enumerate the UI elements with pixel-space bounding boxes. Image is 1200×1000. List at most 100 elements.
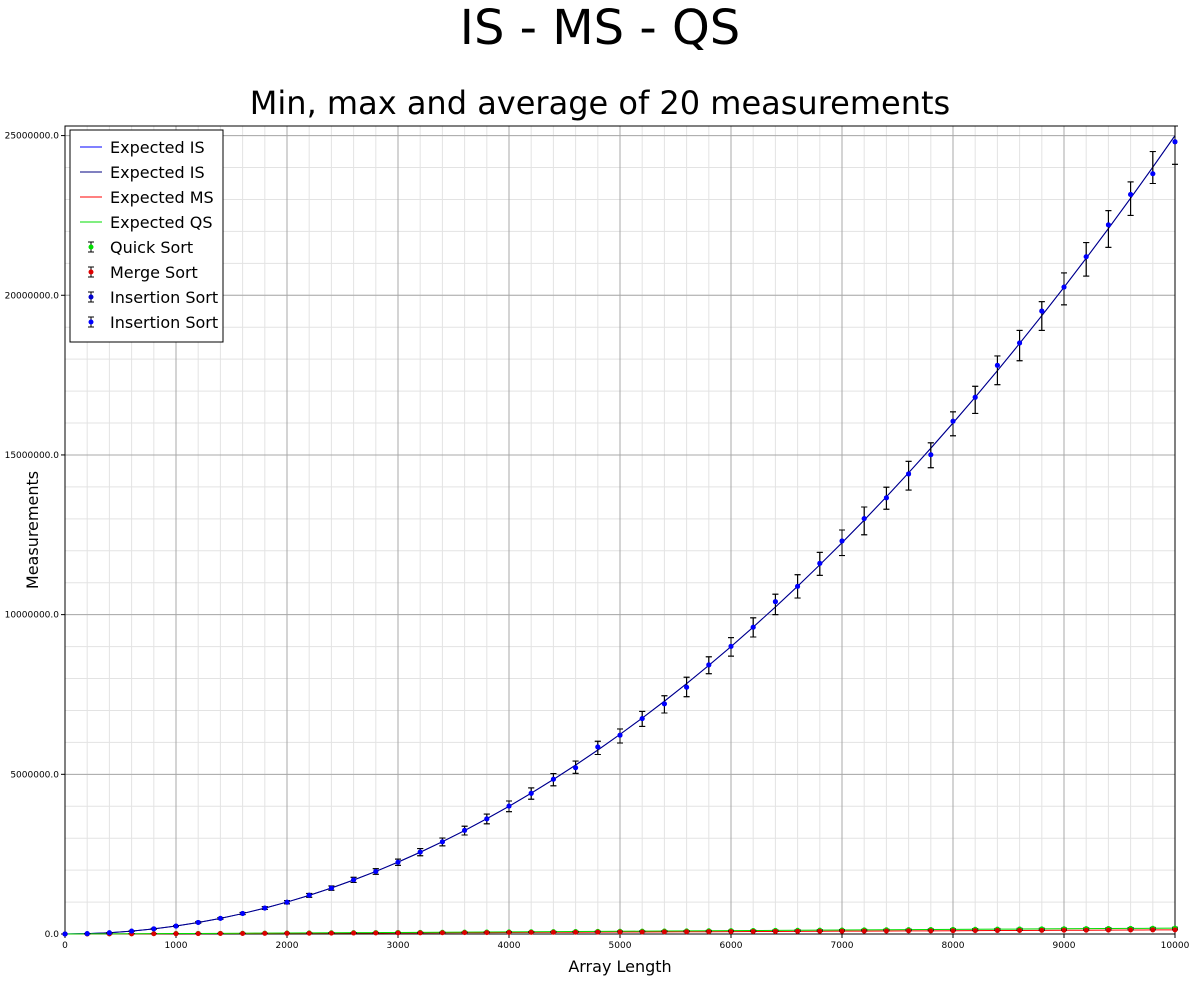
merge-sort-point <box>284 930 290 936</box>
insertion-sort-point <box>883 495 889 501</box>
merge-sort-point <box>617 929 623 935</box>
merge-sort-point <box>351 930 357 936</box>
insertion-sort-point <box>728 643 734 649</box>
legend-marker-quick-sort <box>88 244 94 250</box>
legend-marker-merge-sort <box>88 269 94 275</box>
merge-sort-point <box>883 928 889 934</box>
insertion-sort-point <box>373 868 379 874</box>
merge-sort-point <box>262 930 268 936</box>
insertion-sort-point <box>1172 139 1178 145</box>
merge-sort-point <box>772 928 778 934</box>
legend-label-expected-qs: Expected QS <box>110 213 212 232</box>
merge-sort-point <box>706 929 712 935</box>
insertion-sort-point <box>1128 192 1134 198</box>
merge-sort-point <box>217 931 223 937</box>
chart-subtitle: Min, max and average of 20 measurements <box>250 84 950 122</box>
insertion-sort-point <box>217 915 223 921</box>
y-tick-label: 0.0 <box>45 930 60 940</box>
merge-sort-point <box>417 930 423 936</box>
y-axis-label: Measurements <box>23 471 42 589</box>
measurement-series <box>62 125 1178 937</box>
merge-sort-point <box>817 928 823 934</box>
legend-label-quick-sort: Quick Sort <box>110 238 193 257</box>
insertion-sort-point <box>395 859 401 865</box>
x-tick-label: 1000 <box>165 941 188 951</box>
legend-box <box>69 129 224 343</box>
insertion-sort-point <box>84 931 90 937</box>
merge-sort-point <box>639 929 645 935</box>
y-tick-label: 15000000.0 <box>5 451 60 461</box>
insertion-sort-point <box>639 716 645 722</box>
insertion-sort-point <box>195 919 201 925</box>
merge-sort-point <box>528 929 534 935</box>
merge-sort-point <box>750 929 756 935</box>
merge-sort-point <box>439 930 445 936</box>
legend-label-expected-is: Expected IS <box>110 138 205 157</box>
merge-sort-point <box>462 930 468 936</box>
insertion-sort-point <box>262 905 268 911</box>
insertion-sort-point <box>772 599 778 605</box>
merge-sort-point <box>1083 927 1089 933</box>
y-tick-label: 5000000.0 <box>10 770 59 780</box>
insertion-sort-point <box>462 827 468 833</box>
insertion-sort-point <box>861 516 867 522</box>
insertion-sort-point <box>484 816 490 822</box>
merge-sort-point <box>994 928 1000 934</box>
merge-sort-point <box>795 928 801 934</box>
legend: Expected IS Expected IS Expected MS Expecte… <box>69 129 224 343</box>
insertion-sort-point <box>506 803 512 809</box>
legend-label-expected-is: Expected IS <box>110 163 205 182</box>
x-tick-label: 9000 <box>1053 941 1076 951</box>
insertion-sort-point <box>1105 222 1111 228</box>
insertion-sort-point <box>62 931 68 937</box>
major-grid <box>64 126 1176 935</box>
insertion-sort-point <box>328 885 334 891</box>
insertion-sort-point <box>994 362 1000 368</box>
chart-title: IS - MS - QS <box>460 0 740 56</box>
merge-sort-point <box>573 929 579 935</box>
merge-sort-point <box>684 929 690 935</box>
merge-sort-point <box>861 928 867 934</box>
insertion-sort-point <box>906 471 912 477</box>
insertion-sort-point <box>1061 284 1067 290</box>
insertion-sort-point <box>595 744 601 750</box>
merge-sort-point <box>373 930 379 936</box>
merge-sort-point <box>173 931 179 937</box>
insertion-sort-point <box>284 899 290 905</box>
merge-sort-point <box>595 929 601 935</box>
insertion-sort-point <box>573 765 579 771</box>
y-tick-label: 20000000.0 <box>5 291 60 301</box>
insertion-sort-point <box>795 583 801 589</box>
merge-sort-point <box>240 930 246 936</box>
x-axis-ticks: 0 1000 2000 3000 4000 5000 6000 7000 8000 9000 100… <box>62 934 1190 951</box>
merge-sort-point <box>839 928 845 934</box>
insertion-sort-point <box>129 928 135 934</box>
merge-sort-point <box>506 929 512 935</box>
legend-marker-insertion-sort <box>88 294 94 300</box>
insertion-sort-point <box>351 877 357 883</box>
merge-sort-point <box>328 930 334 936</box>
x-tick-label: 5000 <box>609 941 632 951</box>
series-insertion-sort <box>62 125 1178 937</box>
merge-sort-point <box>306 930 312 936</box>
insertion-sort-point <box>684 684 690 690</box>
x-tick-label: 2000 <box>276 941 299 951</box>
merge-sort-point <box>484 930 490 936</box>
legend-marker-insertion-sort <box>88 319 94 325</box>
insertion-sort-point <box>1083 254 1089 260</box>
merge-sort-point <box>1105 927 1111 933</box>
merge-sort-point <box>661 929 667 935</box>
legend-label-expected-ms: Expected MS <box>110 188 214 207</box>
merge-sort-point <box>550 929 556 935</box>
x-tick-label: 3000 <box>387 941 410 951</box>
insertion-sort-point <box>173 923 179 929</box>
insertion-sort-point <box>106 930 112 936</box>
merge-sort-point <box>151 931 157 937</box>
merge-sort-point <box>1017 927 1023 933</box>
merge-sort-point <box>950 928 956 934</box>
x-tick-label: 0 <box>62 941 68 951</box>
insertion-sort-point <box>972 394 978 400</box>
legend-label-insertion-sort: Insertion Sort <box>110 313 218 332</box>
insertion-sort-point <box>151 926 157 932</box>
insertion-sort-point <box>550 776 556 782</box>
